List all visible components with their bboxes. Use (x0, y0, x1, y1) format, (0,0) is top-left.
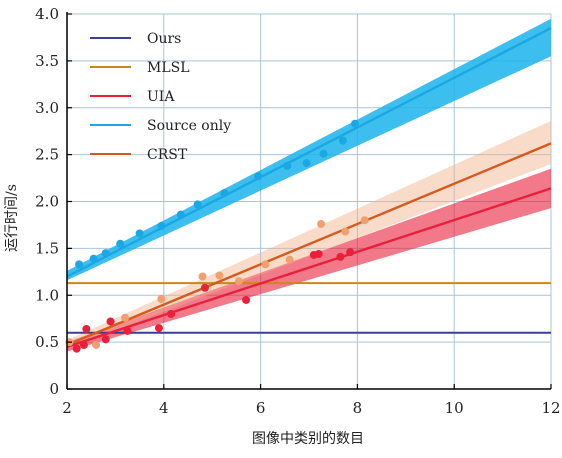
data-point (75, 260, 84, 269)
data-point (261, 260, 270, 269)
data-point (319, 149, 328, 158)
data-point (176, 210, 185, 219)
x-tick-label: 10 (445, 399, 464, 417)
data-point (317, 220, 326, 228)
data-point (215, 271, 224, 280)
data-point (346, 248, 355, 257)
data-point-layer (65, 119, 369, 353)
x-axis-label: 图像中类别的数目 (252, 431, 364, 447)
y-tick-label: 3.0 (35, 99, 59, 117)
data-point (336, 252, 345, 261)
x-tick-label: 2 (62, 399, 72, 417)
data-point (254, 172, 263, 181)
data-point (154, 324, 163, 333)
confidence-band (67, 168, 551, 352)
legend-label: CRST (147, 147, 188, 163)
data-point (92, 340, 101, 349)
x-tick-label: 12 (541, 399, 560, 417)
data-point (121, 313, 130, 322)
series-line (66, 26, 552, 278)
data-point (283, 161, 292, 170)
data-point (220, 189, 229, 198)
data-point (193, 200, 202, 209)
data-point (101, 249, 110, 258)
data-point (157, 221, 166, 230)
data-point (242, 295, 251, 304)
data-point (72, 344, 81, 353)
data-point (106, 317, 115, 326)
data-point (314, 250, 323, 258)
x-tick-label: 4 (159, 399, 169, 417)
data-point (234, 277, 243, 286)
y-tick-label: 0 (49, 380, 59, 398)
y-tick-label: 1.0 (35, 286, 59, 304)
y-tick-label: 2.5 (35, 146, 59, 164)
data-point (338, 136, 347, 145)
data-point (157, 295, 166, 303)
data-point (341, 227, 350, 236)
legend-label: Ours (147, 31, 181, 47)
data-point (116, 239, 125, 248)
x-tick-label: 8 (353, 399, 363, 417)
data-point (302, 159, 311, 168)
axis-layer: 0 0.5 1.0 1.5 2.0 2.5 3.0 3.5 4.0 2 4 6 8 10 12 (35, 5, 560, 417)
data-point (167, 310, 176, 318)
data-point (285, 255, 294, 264)
y-tick-label: 2.0 (35, 193, 59, 211)
data-point (82, 325, 91, 333)
legend-label: MLSL (147, 60, 190, 76)
data-point (101, 335, 110, 344)
data-point (198, 272, 207, 281)
data-point (200, 283, 209, 292)
data-point (123, 326, 132, 335)
y-tick-label: 4.0 (35, 5, 59, 23)
data-point (79, 340, 88, 349)
legend: Ours MLSL UIA Source only CRST (90, 31, 231, 163)
y-tick-label: 0.5 (35, 333, 59, 351)
series-line (66, 187, 552, 348)
data-point (135, 229, 144, 238)
legend-label: Source only (147, 118, 231, 134)
y-tick-label: 3.5 (35, 52, 59, 70)
data-point (360, 216, 369, 225)
x-tick-label: 6 (256, 399, 266, 417)
y-axis-label: 运行时间/s (4, 184, 20, 252)
data-point (89, 254, 98, 263)
confidence-band (67, 120, 551, 349)
series-line-layer (66, 26, 552, 348)
grid-layer (67, 13, 552, 389)
data-point (350, 119, 359, 128)
series-line (66, 142, 552, 347)
y-tick-label: 1.5 (35, 239, 59, 257)
legend-label: UIA (147, 89, 175, 105)
